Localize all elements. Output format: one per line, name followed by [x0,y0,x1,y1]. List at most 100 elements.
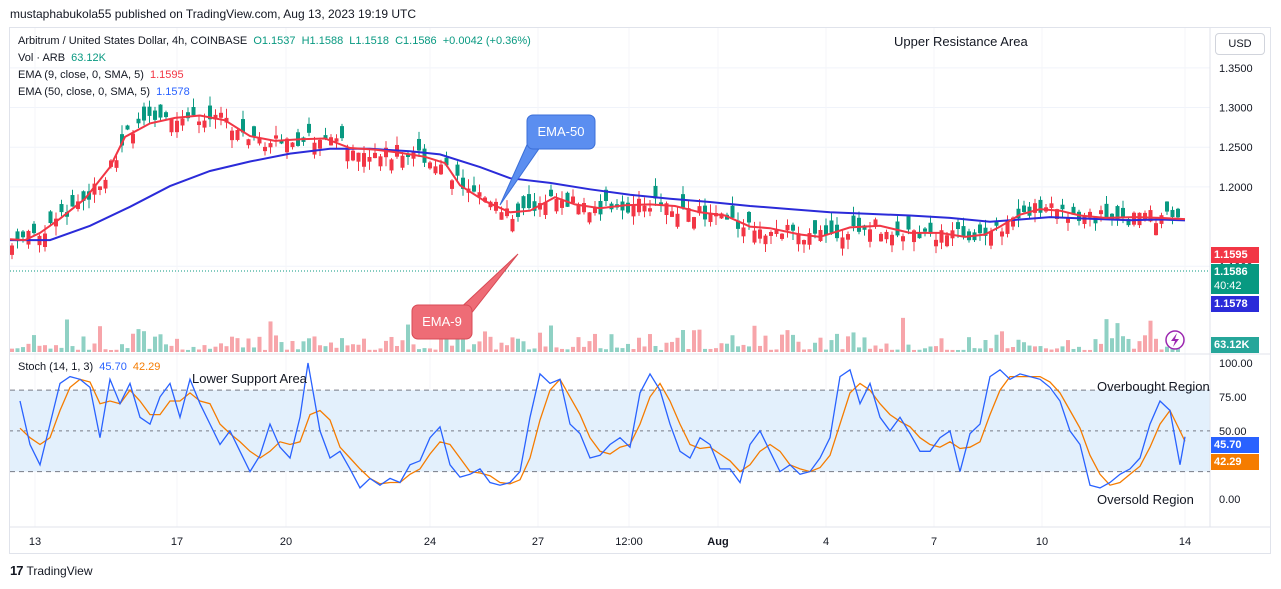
volume-bar [1044,348,1048,352]
ema9-callout-label: EMA-9 [422,314,462,329]
footer-brand: TradingView [26,563,93,578]
volume-bar [213,346,218,352]
volume-bar [736,346,740,352]
volume-bar [472,344,476,352]
volume-bar [763,335,768,352]
volume-bar [219,343,223,352]
tradingview-logo-icon: 17 [10,563,24,578]
volume-bar [1126,338,1131,352]
candle-body [708,212,713,223]
legend-ema9-label: EMA (9, close, 0, SMA, 5) [18,69,144,81]
stoch-level-lines [10,389,1210,473]
volume-bar [818,337,823,352]
volume-bar [631,349,636,352]
time-tick-label: 4 [823,536,829,548]
candle-body [1066,218,1070,223]
volume-bar [851,332,856,352]
candle-body [1099,210,1103,215]
volume-bar [98,326,102,352]
volume-bar [81,336,86,352]
volume-bar [961,349,966,352]
stoch-k-tag: 45.70 [1211,437,1259,453]
volume-bar [120,344,124,352]
stoch-d-line [19,375,1186,486]
legend-symbol: Arbitrum / United States Dollar, 4h, COI… [18,35,248,47]
candle-body [989,231,993,246]
candle-body [1033,203,1037,213]
volume-bar [142,331,146,352]
volume-bar [1159,349,1164,352]
volume-bar [1115,323,1120,352]
candle-body [510,218,515,232]
legend-stoch-d: 42.29 [132,361,161,373]
candle-body [747,211,751,223]
candle-body [422,148,427,163]
currency-button[interactable]: USD [1215,33,1265,55]
candle-body [664,203,669,216]
candles [10,96,1180,260]
candle-body [136,118,141,124]
candle-body [15,231,20,242]
volume-bar [103,349,108,352]
volume-bar [862,337,867,352]
volume-bar [835,333,839,352]
volume-bar [1176,347,1180,352]
candle-body [829,220,834,233]
volume-bar [92,343,97,352]
volume-bar [670,341,674,352]
volume-bar [593,333,597,352]
candle-body [356,152,361,162]
candle-body [340,126,344,139]
candle-body [763,235,768,245]
candle-body [901,236,905,242]
candle-body [802,240,806,245]
candle-body [851,215,856,227]
candle-body [114,160,119,168]
volume-bar [1088,349,1092,352]
candle-body [1126,218,1131,226]
candle-body [1000,231,1004,237]
volume-bar [802,349,806,352]
volume-bar [714,348,718,352]
candle-body [1022,205,1026,213]
volume-bar [318,345,322,352]
volume-bar [488,336,493,352]
stoch-tick-label: 100.00 [1219,358,1253,370]
legend-ema50-row: EMA (50, close, 0, SMA, 5) 1.1578 [18,86,193,98]
chart-frame [9,27,1271,554]
volume-bar [158,334,163,352]
candle-body [1093,217,1098,224]
volume-bar [329,342,333,352]
volume-bar [1016,339,1021,352]
volume-bar [565,349,570,352]
legend-change: +0.0042 (+0.36%) [442,35,531,47]
volume-bar [59,347,64,352]
candle-body [884,231,889,240]
volume-bar [560,348,564,352]
candle-body [868,229,872,242]
candle-body [147,106,152,116]
volume-bar [191,346,196,352]
volume-bar [994,334,999,352]
volume-bar [87,349,91,352]
volume-bar [609,334,614,352]
candle-body [1060,204,1065,210]
volume-bar [796,341,801,352]
volume-bar [235,338,240,352]
candle-body [549,189,553,197]
candle-body [928,222,933,234]
volume-bar [70,346,75,352]
candle-body [153,110,157,120]
candle-body [956,222,960,229]
ema9-line [9,114,1186,242]
candle-body [32,223,36,234]
lightning-icon[interactable] [1165,330,1185,350]
volume-bar [411,344,416,352]
volume-bar [373,349,377,352]
candle-body [1016,208,1021,219]
candle-body [450,180,454,189]
volume-bar [268,321,273,352]
candle-body [1055,209,1059,220]
candle-body [120,134,124,146]
